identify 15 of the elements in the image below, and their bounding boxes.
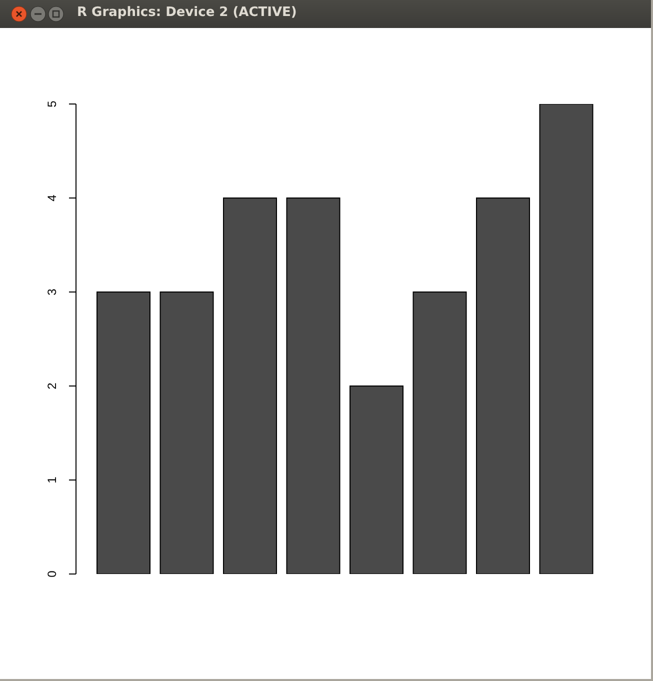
y-tick-label: 5 [45,100,59,108]
bar [350,386,404,574]
bar [96,292,150,574]
bar [412,292,467,574]
bar [223,198,277,574]
bar [286,198,340,574]
bar [476,198,530,574]
y-tick-label: 1 [45,476,59,484]
y-tick-label: 3 [45,288,59,296]
bar [160,292,214,574]
y-tick-label: 4 [45,194,59,202]
bar [539,104,594,574]
y-tick-label: 0 [45,570,59,578]
y-tick-label: 2 [45,382,59,390]
chart-title: R Graphics: Device 2 (ACTIVE) [77,5,297,20]
